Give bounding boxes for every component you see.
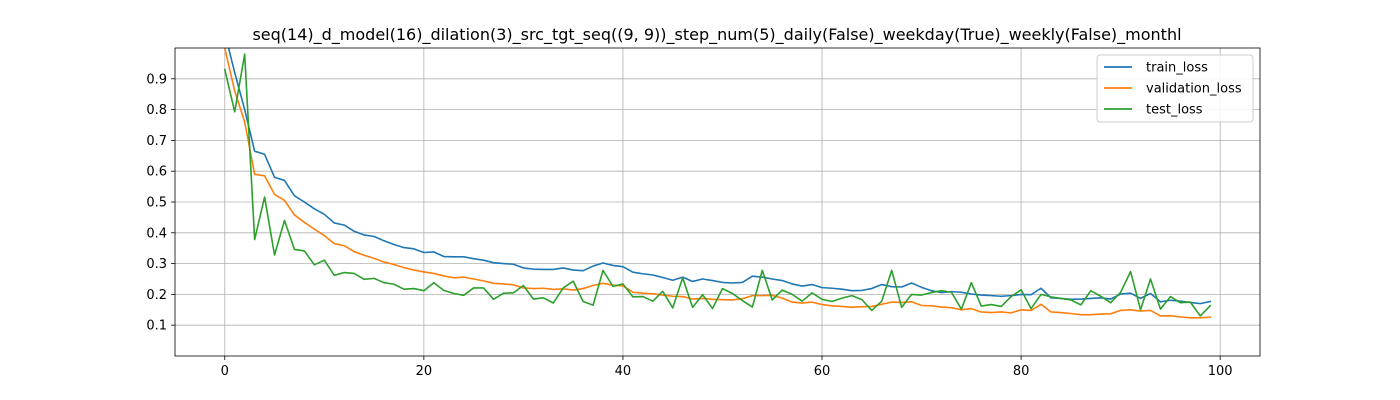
legend: train_loss validation_loss test_loss [1096,54,1254,123]
chart-title: seq(14)_d_model(16)_dilation(3)_src_tgt_… [252,25,1181,45]
legend-label-test-loss: test_loss [1146,103,1203,118]
x-tick-label: 40 [615,364,632,379]
x-tick-label: 100 [1208,364,1233,379]
x-tick-label: 20 [416,364,433,379]
series-line-train-loss [227,48,1212,305]
x-tick-label: 60 [814,364,831,379]
grid-lines [175,48,1260,356]
y-tick-label: 0.9 [146,72,167,87]
y-tick-label: 0.7 [146,134,167,149]
legend-label-train-loss: train_loss [1146,61,1208,76]
y-tick-label: 0.2 [146,288,167,303]
x-tick-label: 80 [1013,364,1030,379]
y-tick-label: 0.1 [146,319,167,334]
y-tick-label: 0.8 [146,103,167,118]
x-axis: 0 20 40 60 80 100 [221,356,1233,379]
y-tick-label: 0.4 [146,226,167,241]
legend-label-validation-loss: validation_loss [1146,82,1242,97]
y-tick-label: 0.5 [146,196,167,211]
x-tick-label: 0 [221,364,229,379]
series-line-test-loss [223,53,1212,317]
y-tick-label: 0.3 [146,257,167,272]
y-tick-label: 0.6 [146,165,167,180]
series-layer [223,48,1212,319]
y-axis: 0.1 0.2 0.3 0.4 0.5 0.6 0.7 0.8 0.9 [146,72,175,334]
legend-box [1096,54,1254,123]
